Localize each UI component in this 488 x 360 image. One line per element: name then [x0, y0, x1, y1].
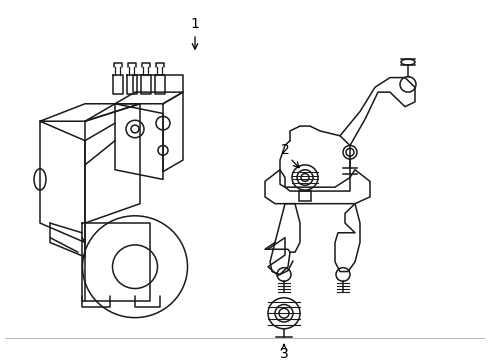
Bar [298, 191, 310, 201]
Text: 2: 2 [280, 143, 289, 157]
Text: 1: 1 [190, 17, 199, 31]
Text: 3: 3 [279, 347, 288, 360]
